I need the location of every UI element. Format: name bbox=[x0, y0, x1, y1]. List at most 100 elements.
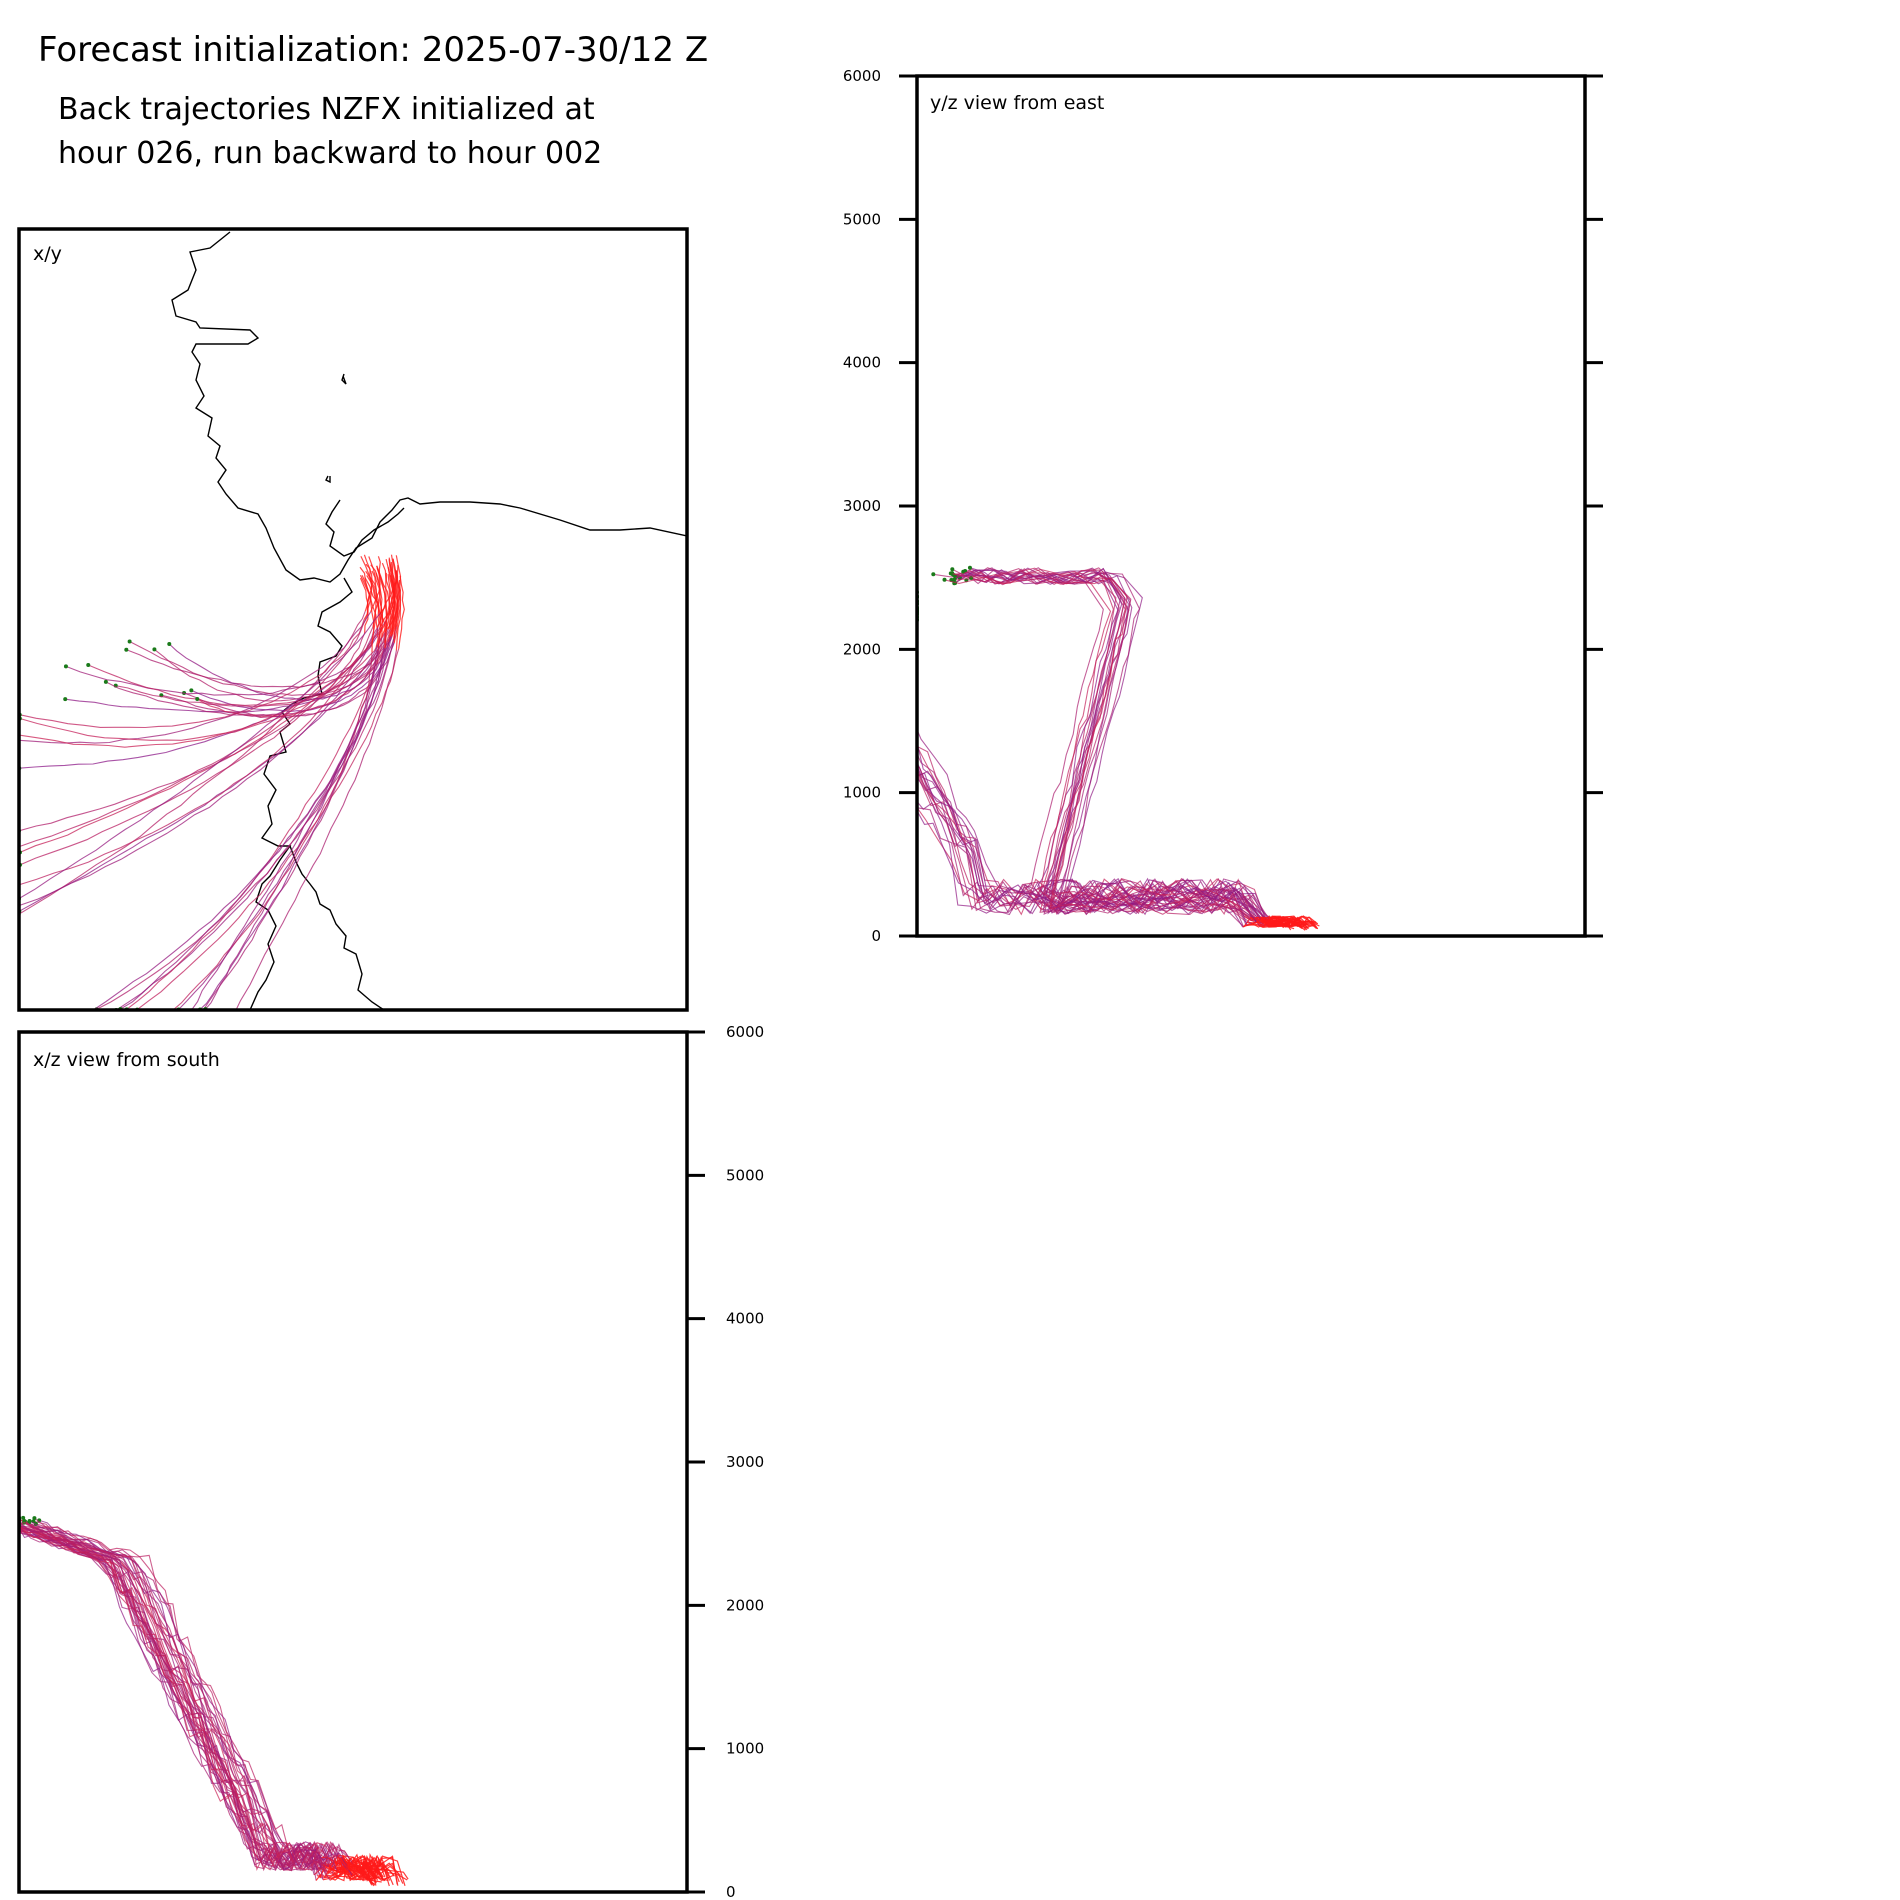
trajectory-line bbox=[92, 647, 386, 1010]
trajectory-line bbox=[19, 1524, 330, 1871]
trajectory-endpoint bbox=[124, 647, 129, 652]
trajectory-line bbox=[970, 567, 1257, 922]
trajectory-line bbox=[190, 636, 392, 1010]
trajectory-line bbox=[19, 1521, 331, 1881]
yz-panel-label: y/z view from east bbox=[930, 92, 1104, 114]
trajectory-line bbox=[35, 1523, 354, 1872]
trajectory-line bbox=[115, 646, 389, 1010]
trajectory-line bbox=[954, 567, 1258, 923]
trajectory-recent-segment bbox=[376, 565, 388, 649]
trajectory-line bbox=[964, 567, 1271, 919]
trajectory-line bbox=[917, 606, 1262, 920]
trajectory-recent-segment bbox=[328, 1864, 382, 1877]
trajectory-recent-segment bbox=[388, 557, 396, 636]
y-tick-label: 0 bbox=[871, 927, 881, 945]
trajectory-endpoint bbox=[127, 639, 132, 644]
trajectory-recent-segment bbox=[370, 556, 381, 613]
xz-panel-frame bbox=[17, 1030, 689, 1894]
y-tick-label: 1000 bbox=[843, 784, 881, 802]
trajectory-endpoint bbox=[21, 1515, 26, 1520]
y-tick-label: 1000 bbox=[726, 1740, 764, 1758]
trajectory-line bbox=[29, 1520, 353, 1876]
trajectory-line bbox=[917, 596, 1248, 926]
xz-y-axis: 0 1000 2000 3000 4000 5000 6000 bbox=[687, 1023, 764, 1900]
trajectory-endpoint bbox=[63, 697, 68, 702]
trajectory-line bbox=[19, 1521, 339, 1867]
trajectory-line bbox=[19, 1518, 330, 1868]
trajectory-recent-segment bbox=[1255, 915, 1305, 928]
yz-east-panel: y/z view from east 0 1000 2000 3000 4000 5000… bbox=[843, 67, 1603, 945]
coastline-segment bbox=[171, 231, 687, 583]
trajectory-line bbox=[19, 613, 381, 899]
trajectory-line bbox=[955, 567, 1258, 922]
trajectory-line bbox=[19, 632, 366, 866]
trajectory-endpoint bbox=[27, 1519, 32, 1524]
y-tick-label: 4000 bbox=[843, 354, 881, 372]
trajectory-endpoint bbox=[195, 697, 200, 702]
trajectory-line bbox=[19, 1520, 321, 1879]
y-tick-label: 5000 bbox=[726, 1166, 764, 1184]
trajectory-line bbox=[954, 570, 1261, 927]
trajectory-line bbox=[951, 569, 1255, 923]
y-tick-label: 3000 bbox=[726, 1453, 764, 1471]
trajectory-line bbox=[19, 637, 383, 912]
trajectory-line bbox=[168, 635, 392, 701]
xy-panel-label: x/y bbox=[33, 243, 62, 265]
trajectory-line bbox=[19, 1521, 339, 1871]
xz-south-panel: x/z view from south 0 1000 2000 3000 4000 500… bbox=[17, 1023, 764, 1900]
yz-trajectories bbox=[917, 565, 1320, 931]
trajectory-endpoint bbox=[152, 647, 157, 652]
trajectory-line bbox=[19, 1521, 326, 1878]
trajectory-line bbox=[19, 626, 381, 853]
y-tick-label: 5000 bbox=[843, 210, 881, 228]
trajectory-recent-segment bbox=[375, 572, 383, 652]
trajectory-recent-segment bbox=[1263, 915, 1313, 928]
trajectory-endpoint bbox=[86, 662, 91, 667]
trajectory-line bbox=[944, 568, 1251, 919]
trajectory-line bbox=[19, 1524, 344, 1865]
trajectory-line bbox=[19, 628, 388, 741]
trajectory-line bbox=[19, 1523, 321, 1871]
trajectory-endpoint bbox=[189, 688, 194, 693]
y-tick-label: 4000 bbox=[726, 1310, 764, 1328]
trajectory-line bbox=[917, 607, 1247, 926]
trajectory-endpoint bbox=[167, 641, 172, 646]
xz-panel-label: x/z view from south bbox=[33, 1049, 220, 1071]
trajectory-endpoint bbox=[942, 577, 947, 582]
trajectory-endpoint bbox=[103, 679, 108, 684]
trajectory-endpoint bbox=[967, 565, 972, 570]
trajectory-line bbox=[19, 1522, 341, 1872]
trajectory-endpoint bbox=[961, 569, 966, 574]
coastline-segment bbox=[325, 475, 331, 484]
trajectory-endpoint bbox=[950, 567, 955, 572]
trajectory-recent-segment bbox=[1256, 916, 1305, 927]
y-tick-label: 6000 bbox=[843, 67, 881, 85]
trajectory-line bbox=[129, 641, 390, 696]
trajectory-line bbox=[19, 1524, 330, 1872]
trajectory-line bbox=[172, 651, 373, 1010]
trajectory-line bbox=[19, 1517, 320, 1872]
y-tick-label: 3000 bbox=[843, 497, 881, 515]
subtitle-line-1: Back trajectories NZFX initialized at bbox=[58, 92, 595, 127]
trajectory-endpoint bbox=[952, 577, 957, 582]
trajectory-line bbox=[161, 641, 387, 719]
trajectory-line bbox=[19, 626, 374, 886]
trajectory-line bbox=[19, 1524, 332, 1875]
y-tick-label: 6000 bbox=[726, 1023, 764, 1041]
coastline-segment bbox=[341, 373, 347, 385]
trajectory-line bbox=[136, 648, 400, 1010]
trajectory-recent-segment bbox=[338, 1855, 398, 1885]
trajectory-line bbox=[954, 574, 1253, 918]
trajectory-recent-segment bbox=[336, 1854, 390, 1882]
trajectory-line bbox=[28, 1522, 350, 1871]
trajectory-line bbox=[953, 567, 1248, 923]
coastline-segment bbox=[325, 499, 405, 557]
trajectory-recent-segment bbox=[393, 555, 402, 644]
trajectory-line bbox=[19, 1521, 329, 1873]
trajectory-line bbox=[126, 632, 386, 1010]
xy-panel-frame bbox=[17, 227, 689, 1012]
xy-map-panel: x/y bbox=[17, 227, 689, 1012]
trajectory-recent-segment bbox=[337, 1855, 394, 1881]
trajectory-line bbox=[917, 597, 1271, 927]
